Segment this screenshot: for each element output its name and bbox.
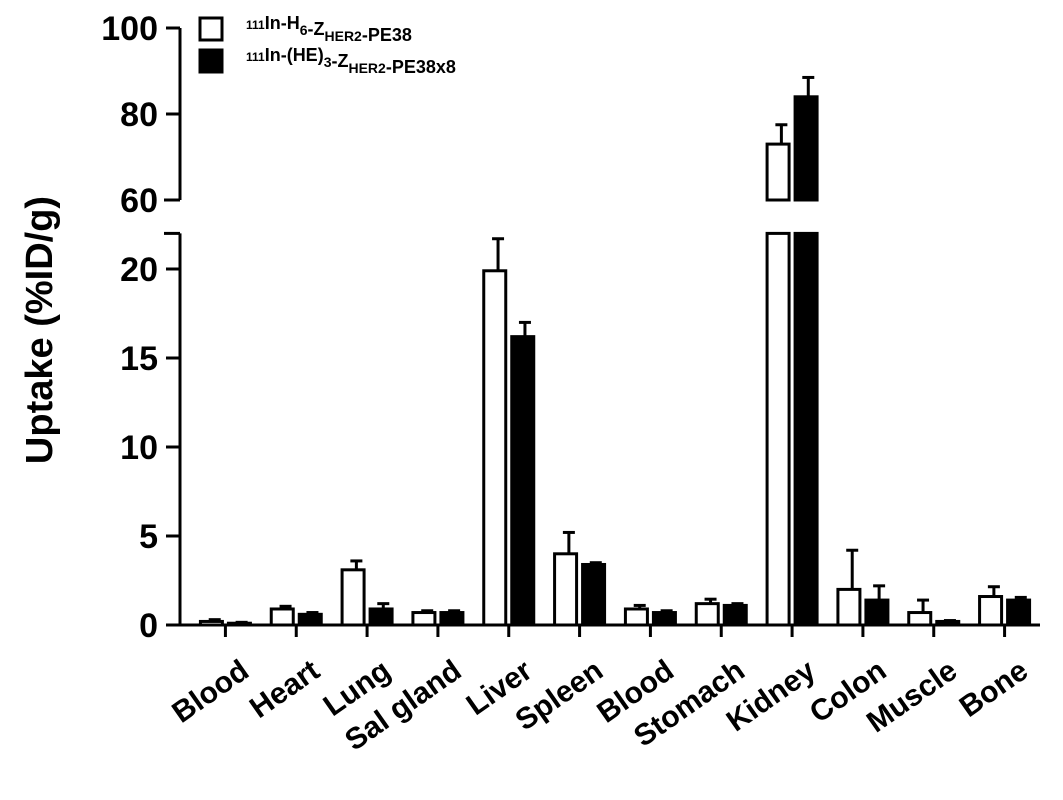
bar bbox=[623, 607, 649, 627]
bar bbox=[340, 568, 366, 627]
bar bbox=[907, 611, 933, 627]
bar bbox=[482, 269, 508, 627]
bars bbox=[198, 75, 1032, 627]
category-label: Bone bbox=[954, 654, 1034, 724]
legend-label: 111In-H6-ZHER2-PE38 bbox=[246, 13, 412, 45]
bar bbox=[439, 611, 465, 627]
y-tick-label: 0 bbox=[139, 607, 158, 645]
bar bbox=[510, 335, 536, 627]
bar bbox=[297, 612, 323, 627]
category-label: Blood bbox=[166, 654, 255, 730]
bar bbox=[864, 598, 890, 627]
y-tick-label: 5 bbox=[139, 518, 158, 556]
axes: 0 5 10 15 20 60 80 100 bbox=[101, 10, 1040, 645]
bar bbox=[368, 607, 394, 627]
y-tick-label: 10 bbox=[120, 429, 158, 467]
legend: 111In-H6-ZHER2-PE38111In-(HE)3-ZHER2-PE3… bbox=[198, 13, 456, 77]
legend-swatch bbox=[198, 48, 224, 74]
bar bbox=[198, 619, 224, 627]
category-label: Heart bbox=[244, 654, 326, 725]
bar-lower-segment bbox=[765, 231, 791, 627]
bar bbox=[269, 607, 295, 627]
bar bbox=[694, 602, 720, 627]
bar bbox=[836, 587, 862, 627]
bar bbox=[581, 562, 607, 627]
bar bbox=[722, 603, 748, 627]
y-axis-title: Uptake (%ID/g) bbox=[19, 196, 61, 464]
bar-upper-segment bbox=[765, 142, 791, 202]
legend-swatch bbox=[198, 16, 224, 42]
y-tick-label: 80 bbox=[120, 96, 158, 134]
bar bbox=[411, 611, 437, 627]
y-tick-label: 20 bbox=[120, 251, 158, 289]
bar bbox=[651, 611, 677, 627]
bar bbox=[553, 552, 579, 627]
y-tick-label: 15 bbox=[120, 340, 158, 378]
y-tick-label: 100 bbox=[101, 10, 158, 48]
legend-label: 111In-(HE)3-ZHER2-PE38x8 bbox=[246, 45, 456, 77]
bar bbox=[978, 595, 1004, 627]
bar bbox=[1006, 598, 1032, 627]
bar-upper-segment bbox=[793, 95, 819, 202]
bar-lower-segment bbox=[793, 231, 819, 627]
y-tick-label: 60 bbox=[120, 182, 158, 220]
